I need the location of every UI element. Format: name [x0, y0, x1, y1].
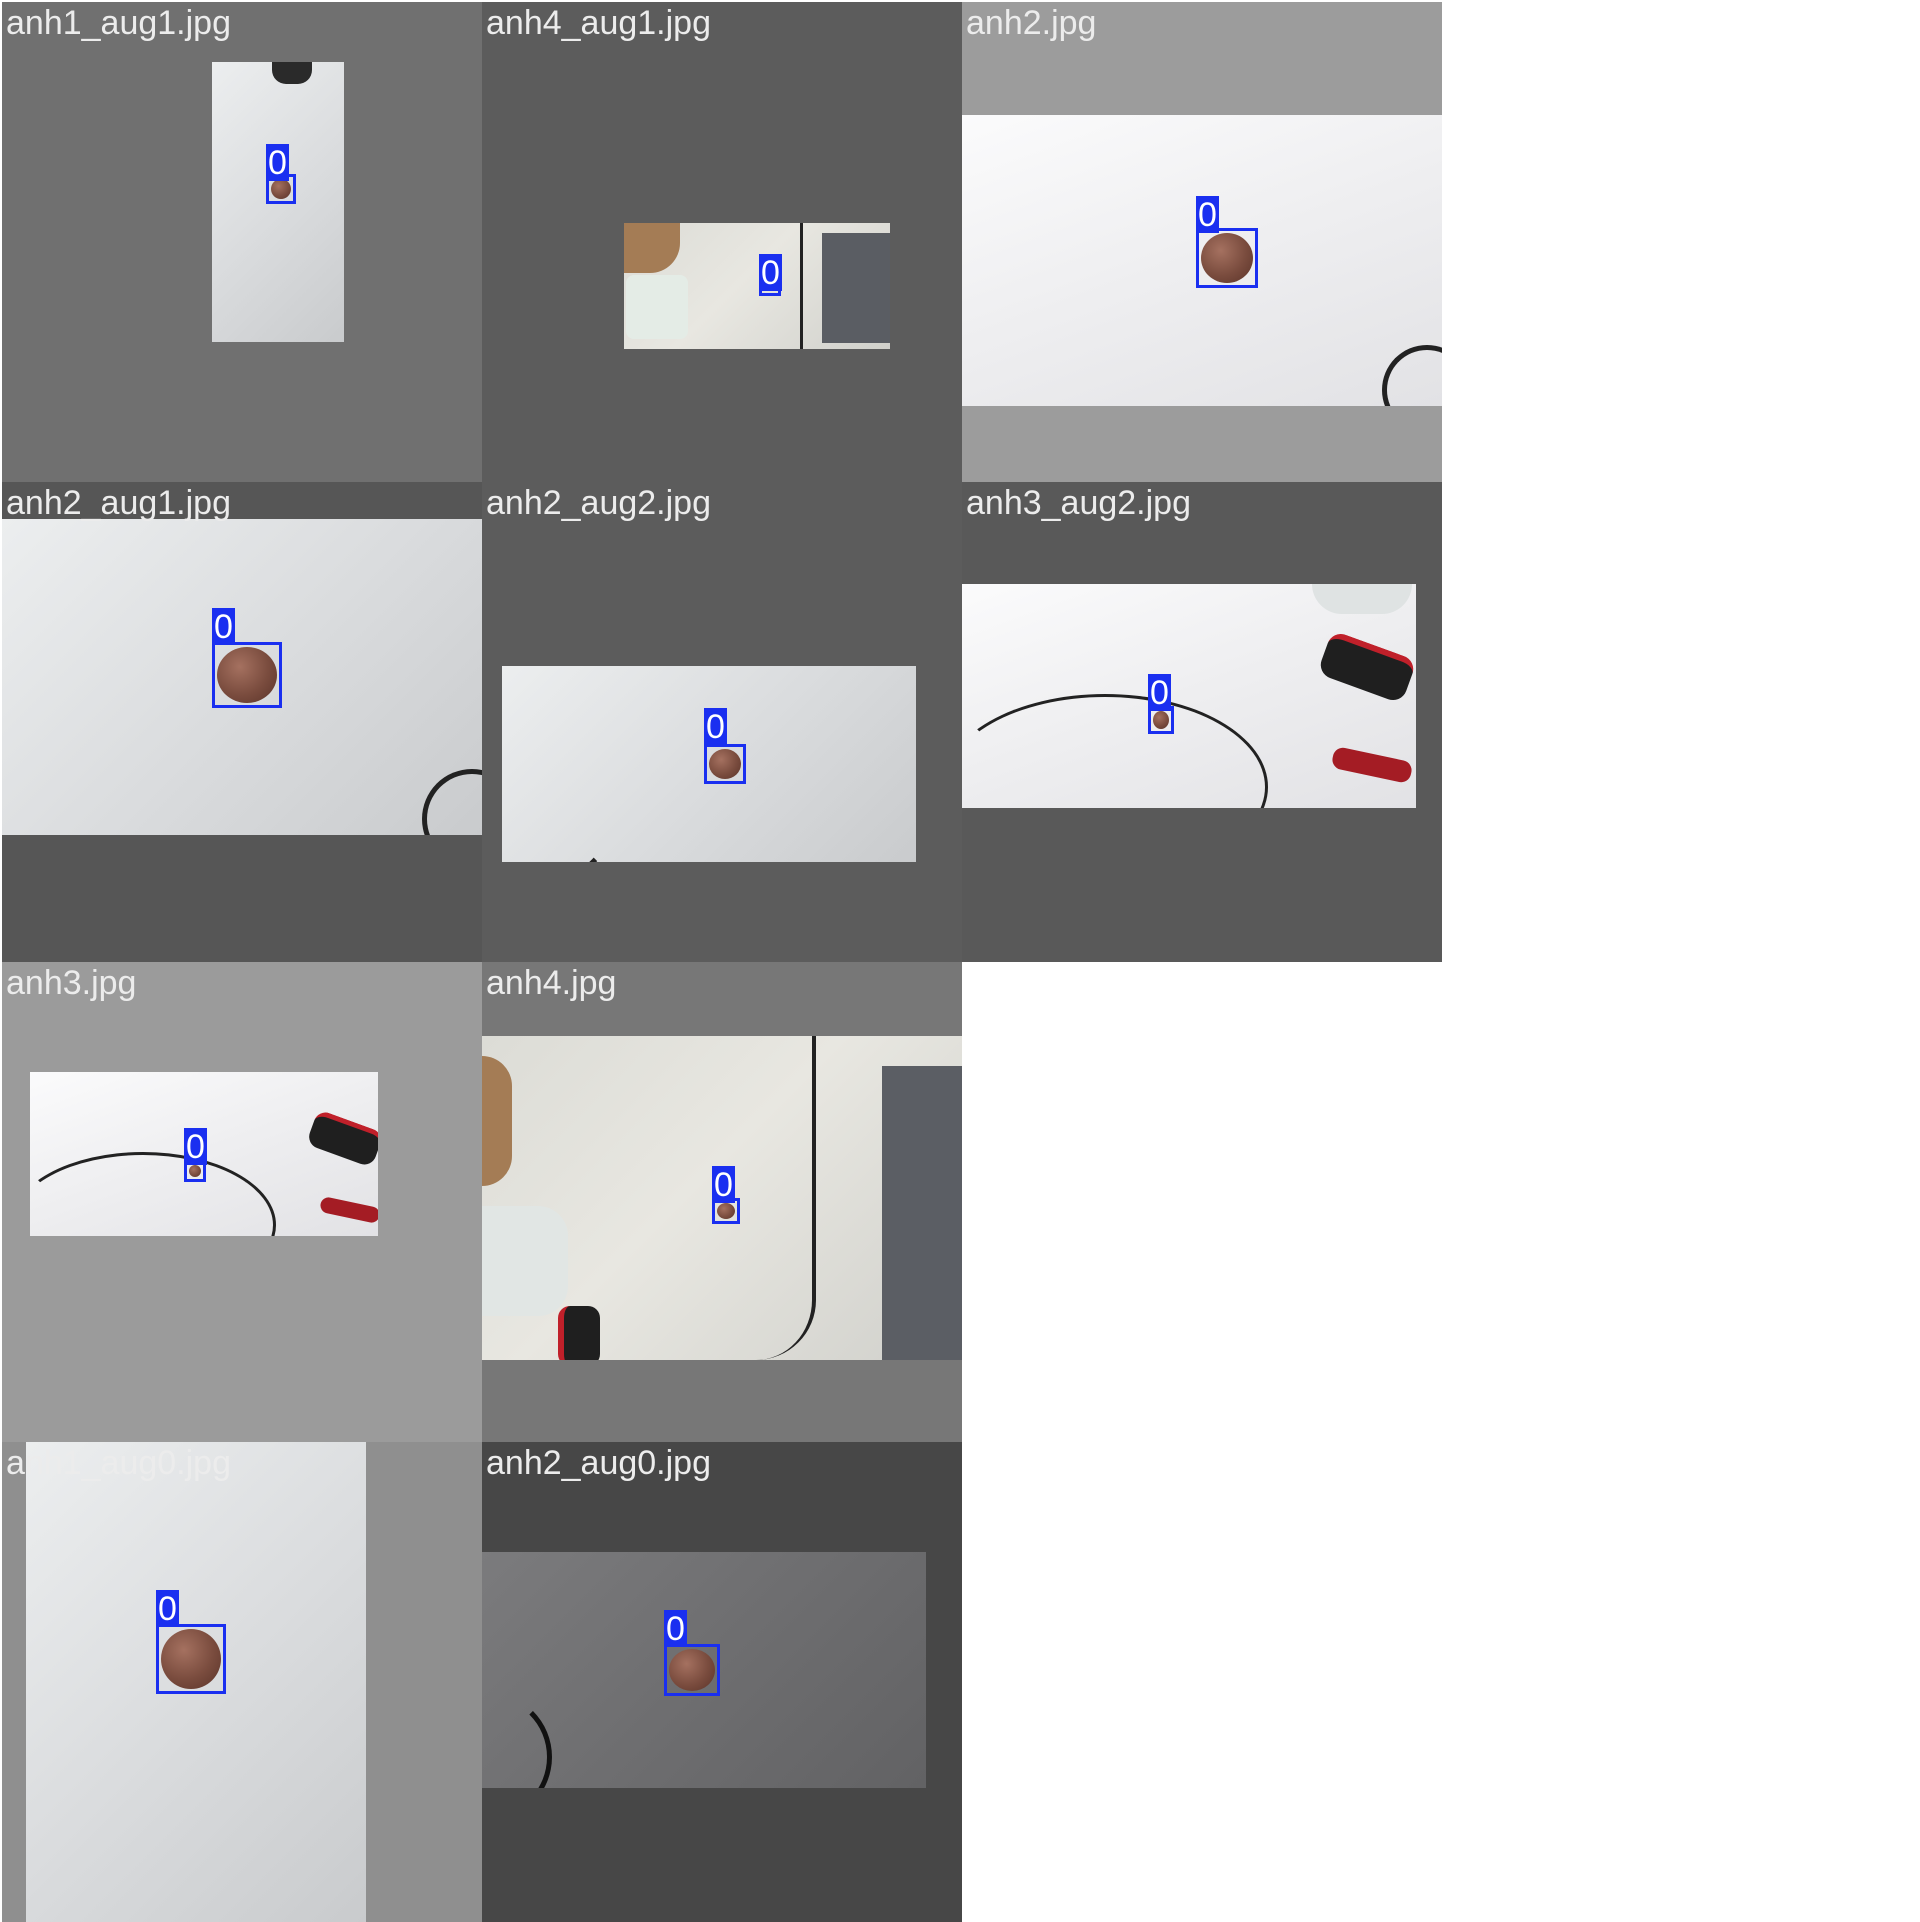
cable-line	[502, 706, 622, 862]
detection-box	[704, 744, 746, 784]
object-ball	[217, 647, 277, 703]
class-label: 0	[1148, 674, 1171, 712]
tile-filename: anh1_aug1.jpg	[6, 4, 232, 42]
jar-shape	[624, 223, 680, 273]
tile-filename: anh4_aug1.jpg	[486, 4, 712, 42]
class-label: 0	[712, 1166, 735, 1204]
detection-box	[664, 1644, 720, 1696]
class-label: 0	[266, 144, 289, 182]
object-ball	[669, 1649, 715, 1691]
tile-filename: anh3.jpg	[6, 964, 137, 1002]
bottle-shape	[1312, 584, 1412, 614]
tile-photo	[962, 115, 1442, 406]
detection-box	[156, 1624, 226, 1694]
cutter-shape	[558, 1306, 600, 1360]
detection-box	[1196, 228, 1258, 288]
cable-line	[962, 694, 1268, 808]
tile-filename: anh4.jpg	[486, 964, 617, 1002]
laptop-shape	[822, 233, 890, 343]
image-tile[interactable]: 0 anh4.jpg	[482, 962, 962, 1442]
image-tile[interactable]: 0 anh2.jpg	[962, 2, 1442, 482]
cable-line	[30, 1152, 276, 1236]
image-tile[interactable]: 0 anh3.jpg	[2, 962, 482, 1442]
cable-line	[422, 769, 482, 835]
shoe-shape	[272, 62, 312, 84]
image-tile[interactable]: 0 anh3_aug2.jpg	[962, 482, 1442, 962]
image-tile[interactable]: 0 anh1_aug0.jpg	[2, 1442, 482, 1922]
tile-filename: anh2_aug0.jpg	[486, 1444, 712, 1482]
tile-filename: anh2_aug1.jpg	[6, 484, 232, 522]
object-ball	[161, 1629, 221, 1689]
bottle-shape	[626, 275, 688, 339]
laptop-shape	[882, 1066, 962, 1360]
class-label: 0	[212, 608, 235, 646]
bottle-shape	[482, 1206, 568, 1316]
tile-photo	[962, 584, 1416, 808]
image-tile[interactable]: 0 anh2_aug0.jpg	[482, 1442, 962, 1922]
image-tile[interactable]: 0 anh2_aug2.jpg	[482, 482, 962, 962]
object-ball	[717, 1203, 735, 1219]
tile-filename: anh1_aug0.jpg	[6, 1444, 232, 1482]
detection-box	[212, 642, 282, 708]
object-ball	[1153, 711, 1169, 729]
class-label: 0	[759, 254, 782, 292]
tile-photo	[624, 223, 890, 349]
pliers-shape	[1330, 745, 1414, 785]
cable-line	[800, 223, 803, 349]
jar-shape	[482, 1056, 512, 1186]
cutter-shape	[305, 1109, 378, 1168]
class-label: 0	[704, 708, 727, 746]
object-ball	[271, 179, 291, 199]
object-ball	[189, 1165, 201, 1177]
tile-filename: anh3_aug2.jpg	[966, 484, 1192, 522]
cable-line	[482, 1692, 552, 1788]
pliers-shape	[318, 1195, 378, 1225]
class-label: 0	[1196, 196, 1219, 234]
image-tile[interactable]: 0 anh2_aug1.jpg	[2, 482, 482, 962]
object-ball	[1201, 233, 1253, 283]
tile-filename: anh2_aug2.jpg	[486, 484, 712, 522]
class-label: 0	[664, 1610, 687, 1648]
image-tile[interactable]: 0 anh4_aug1.jpg	[482, 2, 962, 482]
object-ball	[709, 749, 741, 779]
tile-filename: anh2.jpg	[966, 4, 1097, 42]
cable-line	[732, 1036, 816, 1360]
cable-line	[1382, 345, 1442, 406]
class-label: 0	[156, 1590, 179, 1628]
image-tile[interactable]: 0 anh1_aug1.jpg	[2, 2, 482, 482]
class-label: 0	[184, 1128, 207, 1166]
cutter-shape	[1316, 629, 1416, 705]
